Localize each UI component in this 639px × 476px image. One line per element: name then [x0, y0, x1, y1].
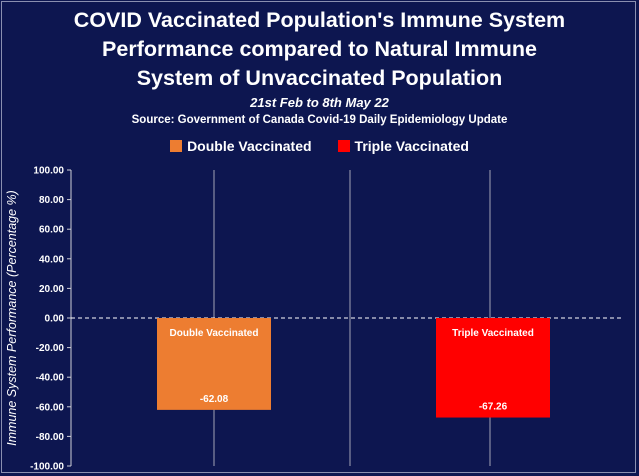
bar-category-label: Triple Vaccinated — [452, 328, 534, 339]
chart-subtitle: 21st Feb to 8th May 22 — [250, 95, 389, 110]
chart-title-line-1: COVID Vaccinated Population's Immune Sys… — [73, 8, 566, 32]
bar-category-label: Double Vaccinated — [170, 328, 259, 339]
y-tick-label: 100.00 — [33, 166, 64, 177]
legend-item-double: Double Vaccinated — [170, 138, 312, 154]
y-tick-label: 20.00 — [39, 284, 64, 295]
bar-triple-vaccinated — [436, 318, 550, 418]
y-tick-label: 0.00 — [45, 314, 65, 325]
y-tick-label: -20.00 — [36, 343, 65, 354]
legend-item-triple: Triple Vaccinated — [337, 138, 469, 154]
bar-value-label: -67.26 — [479, 402, 508, 413]
chart-legend: Double Vaccinated Triple Vaccinated — [0, 138, 639, 154]
legend-swatch-triple — [337, 140, 350, 152]
legend-label-double: Double Vaccinated — [187, 138, 312, 154]
y-tick-label: -40.00 — [36, 373, 65, 384]
y-tick-label: 40.00 — [39, 254, 64, 265]
bar-value-label: -62.08 — [200, 394, 229, 405]
chart-source: Source: Government of Canada Covid-19 Da… — [131, 114, 508, 126]
y-tick-label: 80.00 — [39, 195, 64, 206]
y-tick-label: -60.00 — [36, 402, 65, 413]
y-tick-label: -100.00 — [30, 462, 64, 473]
y-axis-title: Immune System Performance (Percentage %) — [5, 190, 19, 446]
chart-title-line-3: System of Unvaccinated Population — [136, 66, 503, 90]
chart-title-line-2: Performance compared to Natural Immune — [102, 37, 537, 61]
legend-label-triple: Triple Vaccinated — [354, 138, 469, 154]
y-tick-label: 60.00 — [39, 225, 64, 236]
y-tick-label: -80.00 — [36, 432, 65, 443]
legend-swatch-double — [170, 140, 183, 152]
bar-double-vaccinated — [157, 318, 271, 410]
